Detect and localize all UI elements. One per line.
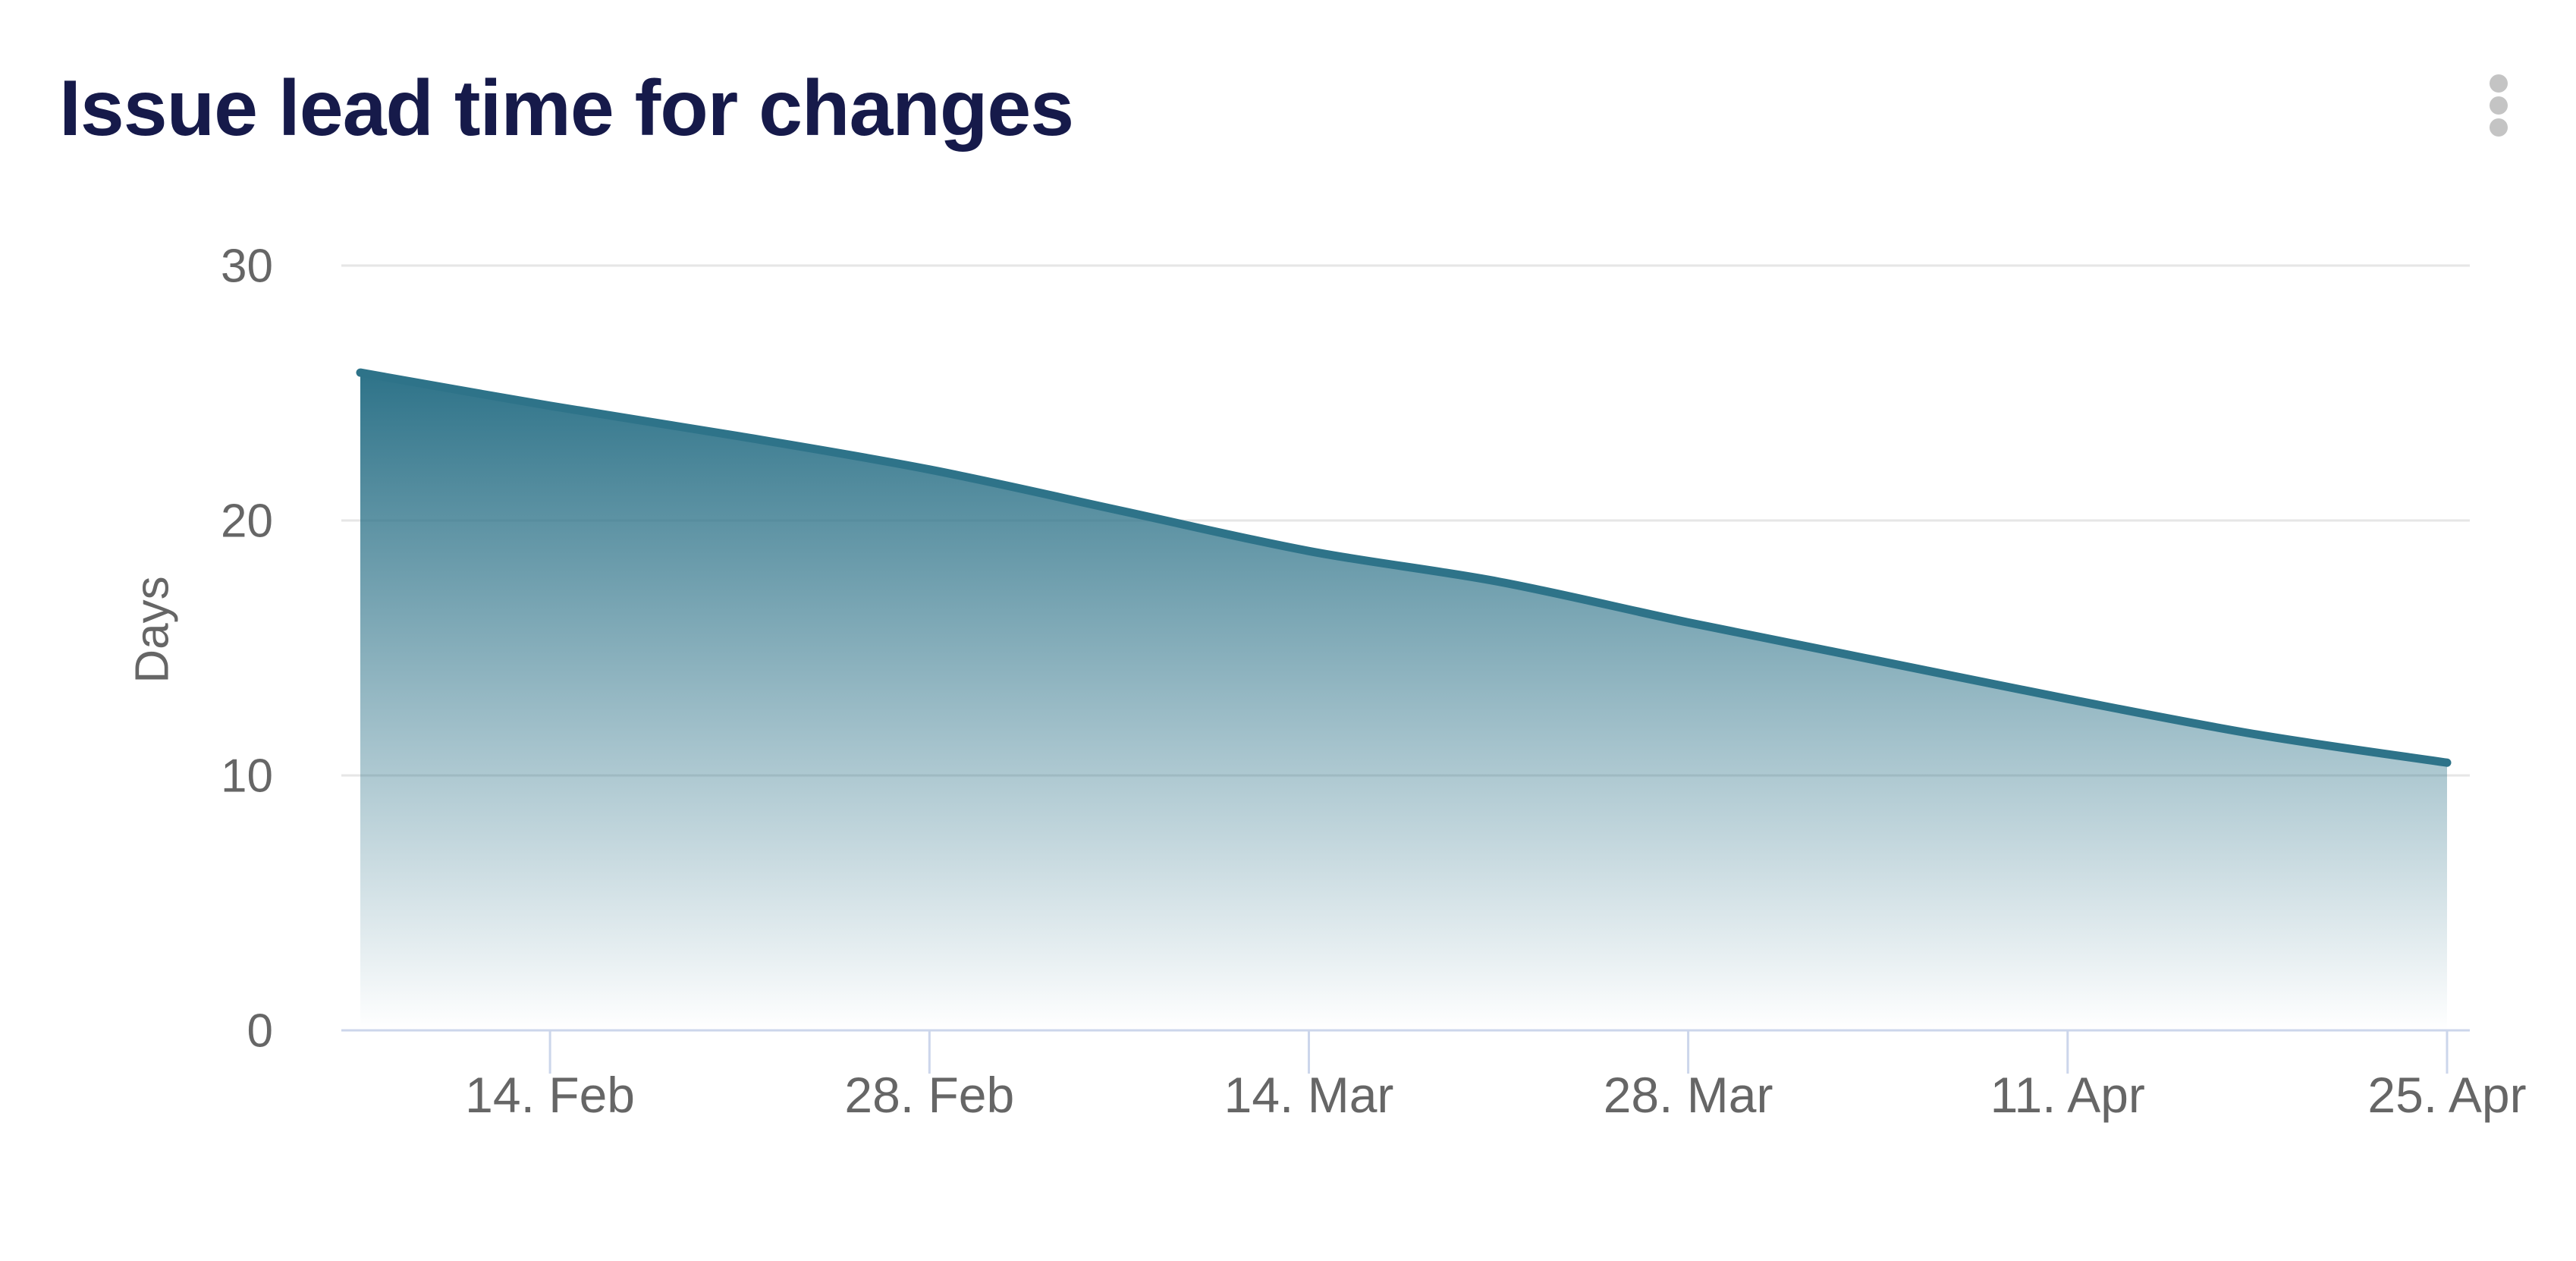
kebab-dot — [2490, 118, 2508, 137]
y-axis-title: Days — [127, 576, 179, 683]
x-tick-label: 14. Feb — [465, 1067, 635, 1123]
x-tick-label: 14. Mar — [1224, 1067, 1394, 1123]
kebab-dot — [2490, 74, 2508, 93]
chart-title: Issue lead time for changes — [59, 64, 1074, 153]
y-tick-label: 30 — [221, 241, 273, 293]
y-tick-label: 20 — [221, 495, 273, 548]
y-tick-label: 0 — [247, 1005, 273, 1058]
trend-line — [356, 368, 2452, 767]
x-tick-label: 28. Feb — [844, 1067, 1014, 1123]
kebab-dot — [2490, 96, 2508, 115]
x-tick-label: 28. Mar — [1604, 1067, 1773, 1123]
area-fill — [360, 373, 2447, 1031]
kebab-menu-icon[interactable] — [2490, 74, 2508, 146]
x-tick-label: 11. Apr — [1990, 1067, 2145, 1123]
y-tick-label: 10 — [221, 750, 273, 803]
x-tick-label: 25. Apr — [2367, 1067, 2526, 1123]
